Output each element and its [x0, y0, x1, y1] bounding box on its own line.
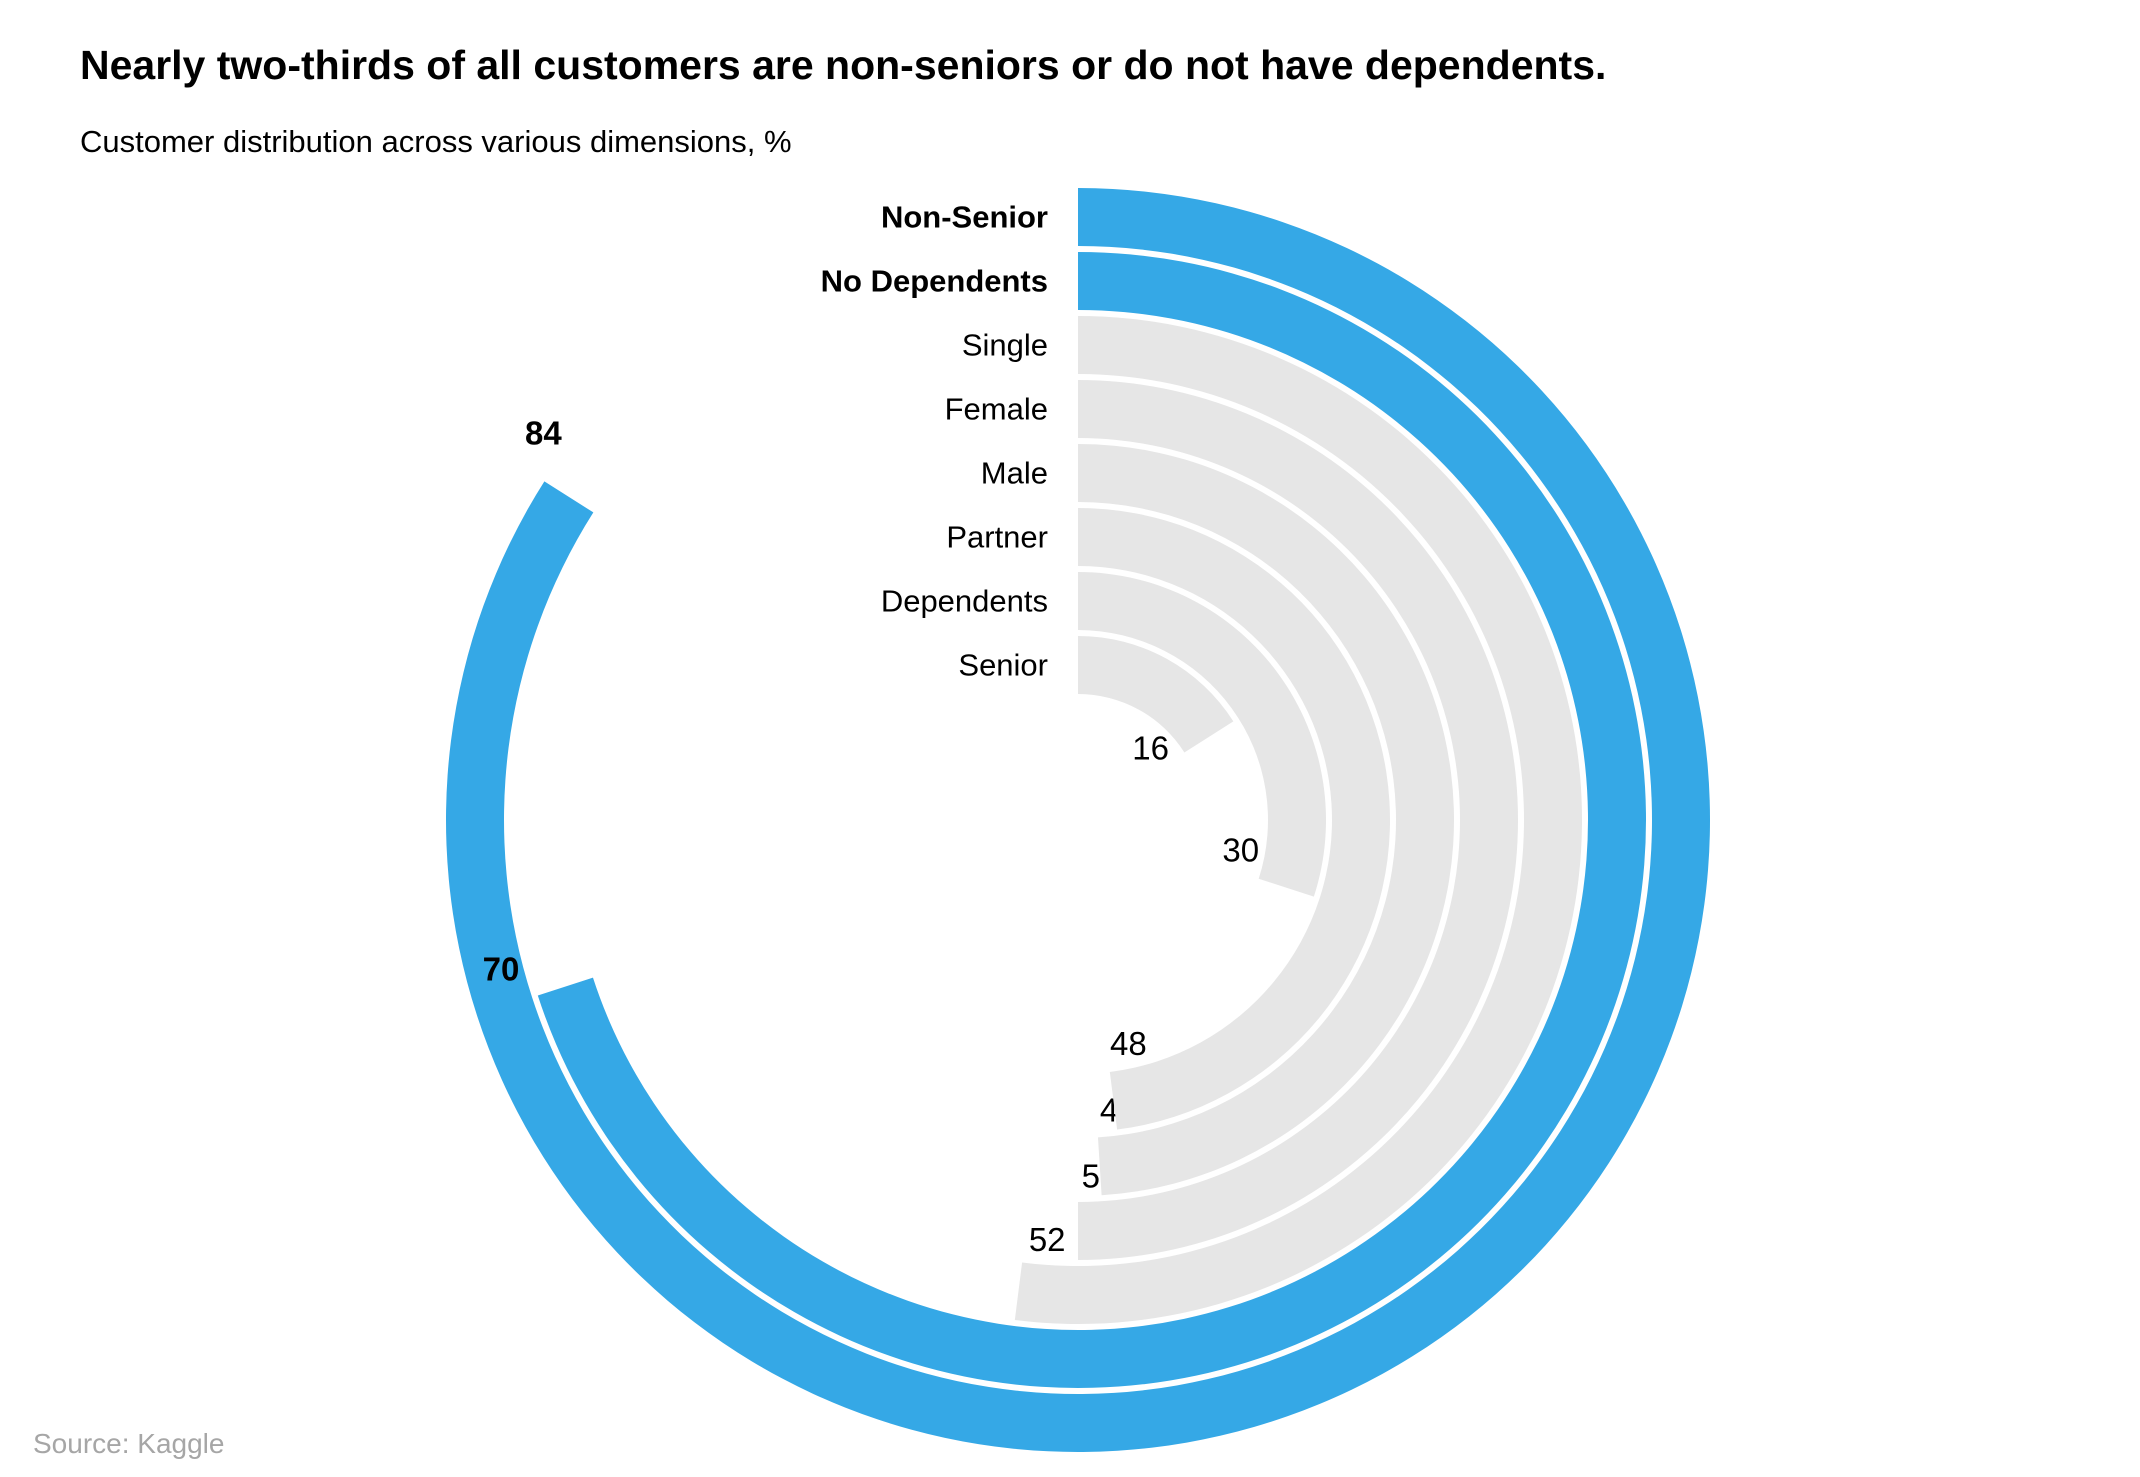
ring-label-female: Female — [945, 392, 1048, 427]
ring-label-no-dependents: No Dependents — [821, 264, 1048, 299]
ring-bar-non-senior — [445, 188, 1710, 1452]
chart-subtitle: Customer distribution across various dim… — [80, 124, 792, 159]
value-label-no-dependents: 70 — [483, 951, 520, 988]
value-label-senior: 16 — [1132, 729, 1169, 766]
ring-label-dependents: Dependents — [881, 584, 1048, 619]
chart-title: Nearly two-thirds of all customers are n… — [80, 42, 1607, 88]
ring-label-non-senior: Non-Senior — [881, 200, 1048, 235]
ring-bar-male — [1078, 444, 1454, 1196]
chart-source: Source: Kaggle — [33, 1428, 225, 1459]
ring-bar-partner — [1078, 508, 1390, 1130]
ring-label-single: Single — [962, 328, 1048, 363]
ring-bar-female — [1078, 380, 1518, 1260]
value-label-non-senior: 84 — [525, 414, 562, 451]
value-label-partner: 48 — [1110, 1025, 1147, 1062]
ring-label-male: Male — [981, 456, 1048, 491]
value-label-dependents: 30 — [1222, 831, 1259, 868]
ring-label-senior: Senior — [958, 648, 1048, 683]
ring-label-partner: Partner — [946, 520, 1048, 555]
ring-bar-senior — [1078, 636, 1234, 753]
value-label-single: 52 — [1029, 1221, 1066, 1258]
ring-bar-dependents — [1078, 572, 1326, 897]
